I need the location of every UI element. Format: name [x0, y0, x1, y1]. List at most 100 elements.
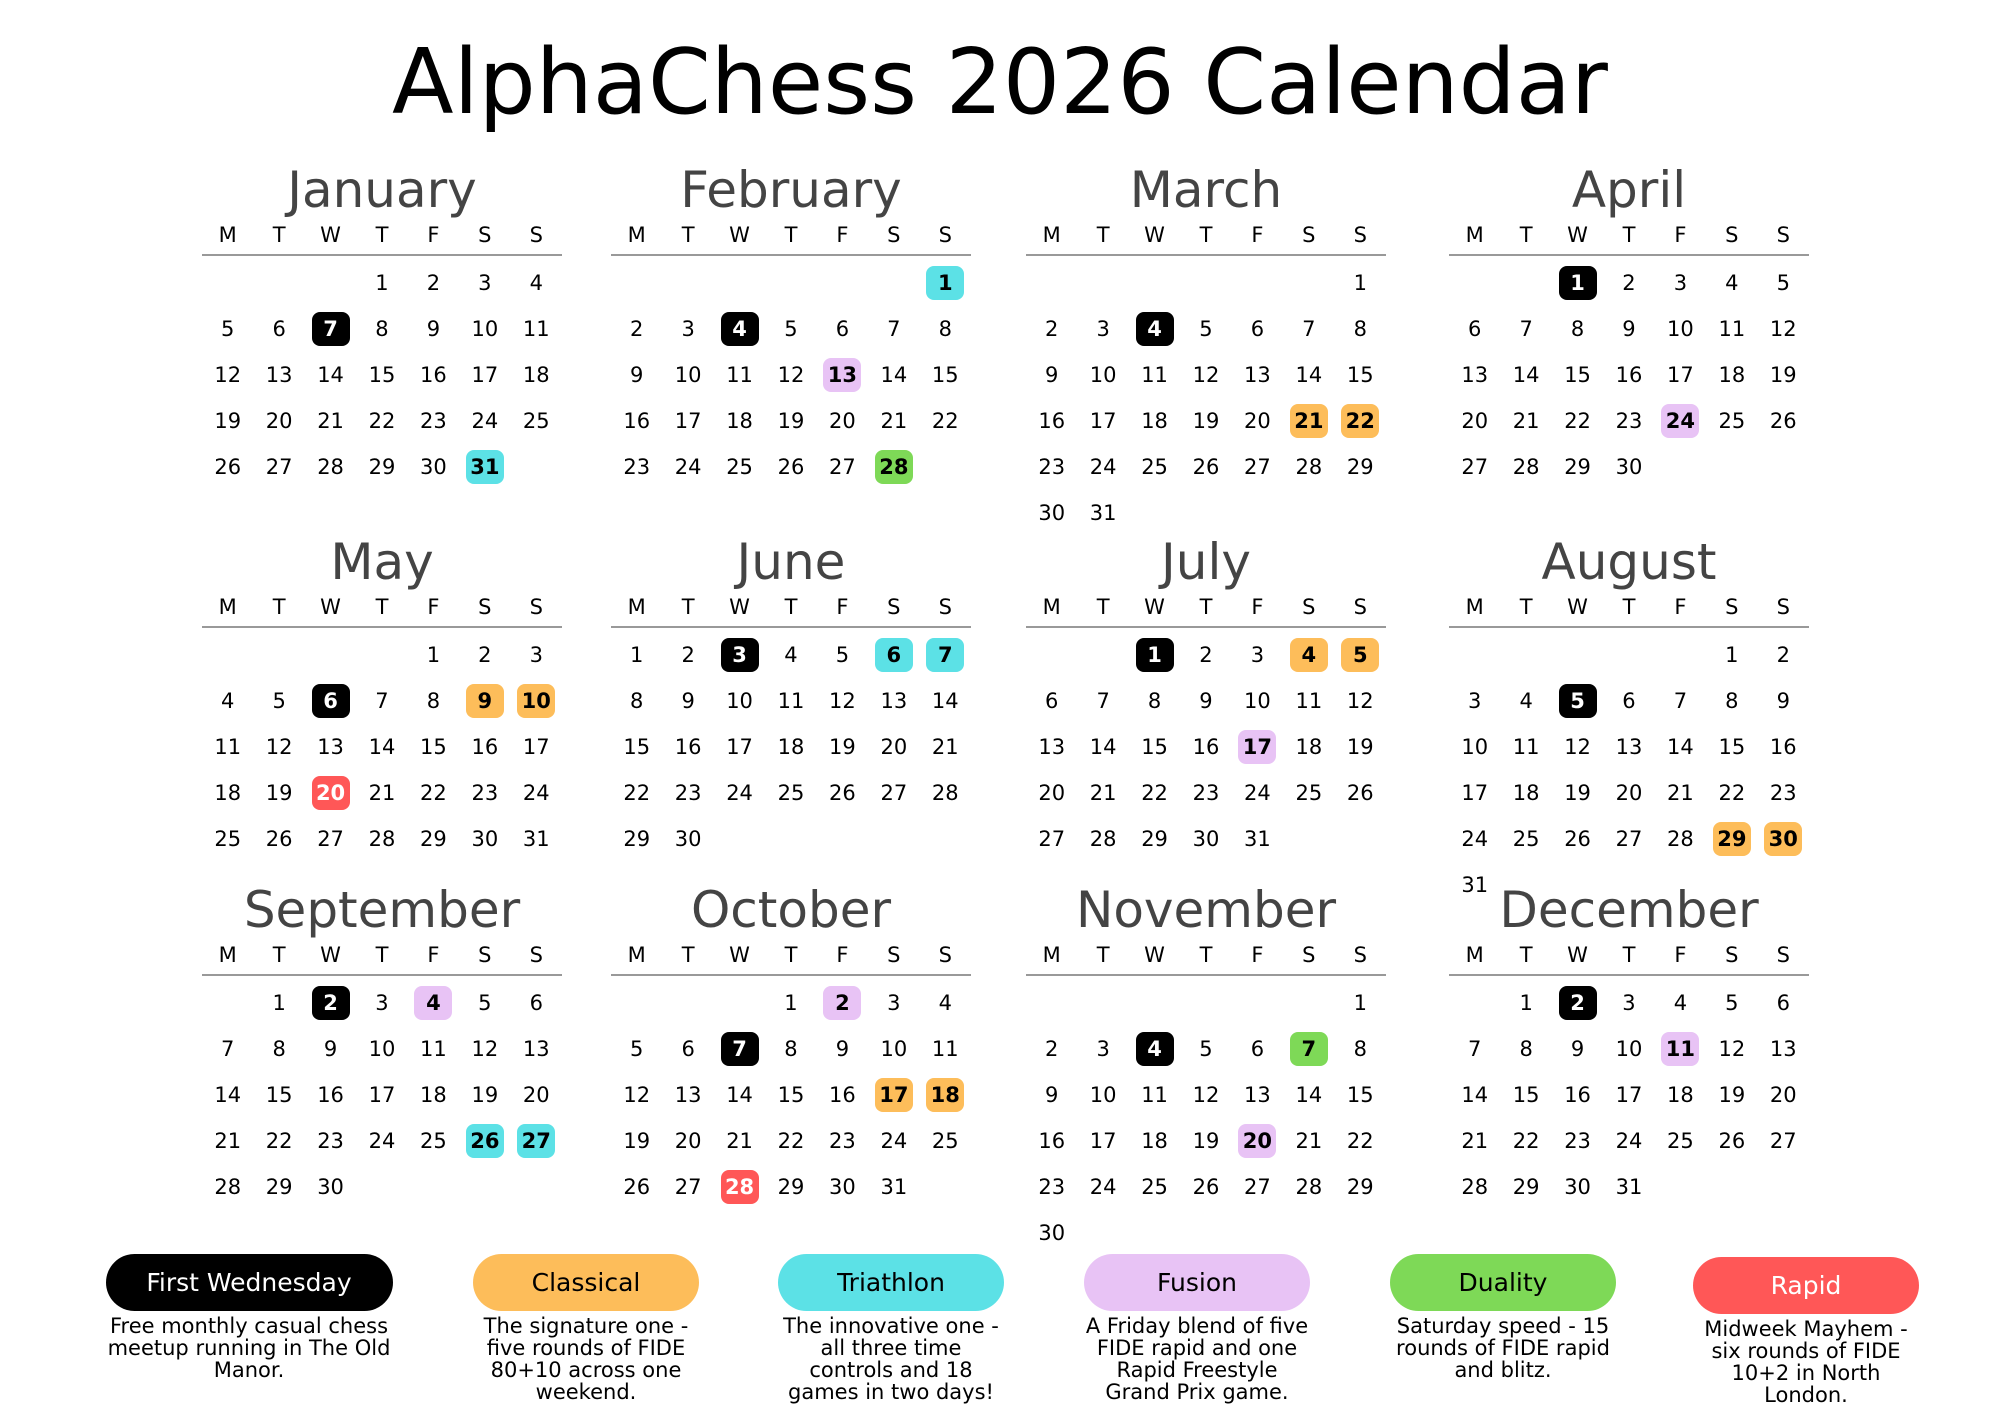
day[interactable]: 8: [1519, 1037, 1533, 1061]
day[interactable]: 12: [829, 689, 856, 713]
day[interactable]: 6: [529, 991, 543, 1015]
day[interactable]: 5: [221, 317, 235, 341]
day[interactable]: 31: [1244, 827, 1271, 851]
day[interactable]: 28: [1667, 827, 1694, 851]
day[interactable]: 27: [1244, 1175, 1271, 1199]
day[interactable]: 26: [777, 455, 805, 479]
day[interactable]: 25: [1718, 409, 1746, 433]
day[interactable]: 3: [1096, 317, 1110, 341]
day[interactable]: 18: [1667, 1083, 1694, 1107]
day[interactable]: 8: [1353, 317, 1367, 341]
day[interactable]: 12: [1564, 735, 1591, 759]
day[interactable]: 20: [1769, 1083, 1797, 1107]
day[interactable]: 4: [938, 991, 952, 1015]
day-triathlon[interactable]: 31: [459, 444, 510, 490]
day[interactable]: 23: [674, 781, 702, 805]
day[interactable]: 22: [1512, 1129, 1540, 1153]
day-fusion[interactable]: 2: [817, 980, 868, 1026]
day-classical[interactable]: 29: [1706, 816, 1757, 862]
day[interactable]: 23: [1038, 1175, 1066, 1199]
day[interactable]: 13: [522, 1037, 550, 1061]
day-fusion[interactable]: 24: [1655, 398, 1706, 444]
day[interactable]: 7: [1302, 317, 1316, 341]
day[interactable]: 10: [1615, 1037, 1643, 1061]
day[interactable]: 17: [368, 1083, 396, 1107]
day[interactable]: 10: [880, 1037, 908, 1061]
day[interactable]: 5: [272, 689, 286, 713]
day[interactable]: 2: [681, 643, 695, 667]
day[interactable]: 6: [1622, 689, 1636, 713]
day[interactable]: 12: [214, 363, 242, 387]
day[interactable]: 6: [1250, 317, 1265, 341]
day[interactable]: 12: [471, 1037, 499, 1061]
day[interactable]: 20: [829, 409, 856, 433]
day[interactable]: 5: [835, 643, 850, 667]
day[interactable]: 20: [674, 1129, 702, 1153]
day[interactable]: 17: [726, 735, 753, 759]
day[interactable]: 23: [829, 1129, 856, 1153]
day[interactable]: 7: [1519, 317, 1533, 341]
day[interactable]: 19: [265, 781, 293, 805]
day[interactable]: 13: [1244, 1083, 1271, 1107]
day[interactable]: 27: [317, 827, 344, 851]
day[interactable]: 25: [931, 1129, 959, 1153]
day-first-wednesday[interactable]: 3: [714, 632, 765, 678]
day[interactable]: 8: [1570, 317, 1585, 341]
day[interactable]: 4: [1673, 991, 1688, 1015]
day[interactable]: 27: [1038, 827, 1066, 851]
day[interactable]: 28: [214, 1175, 242, 1199]
day[interactable]: 14: [1512, 363, 1540, 387]
day[interactable]: 26: [1192, 455, 1220, 479]
day[interactable]: 9: [1199, 689, 1213, 713]
day[interactable]: 3: [1250, 643, 1265, 667]
day[interactable]: 24: [1615, 1129, 1643, 1153]
day[interactable]: 13: [1769, 1037, 1797, 1061]
day[interactable]: 29: [265, 1175, 293, 1199]
day[interactable]: 15: [1346, 363, 1374, 387]
day[interactable]: 27: [1615, 827, 1643, 851]
day[interactable]: 1: [1519, 991, 1533, 1015]
day[interactable]: 26: [1769, 409, 1797, 433]
day[interactable]: 29: [420, 827, 447, 851]
day[interactable]: 20: [522, 1083, 550, 1107]
day[interactable]: 14: [931, 689, 959, 713]
day[interactable]: 12: [777, 363, 805, 387]
day[interactable]: 28: [1512, 455, 1540, 479]
day[interactable]: 22: [777, 1129, 805, 1153]
day[interactable]: 18: [1141, 409, 1168, 433]
day[interactable]: 8: [630, 689, 644, 713]
day-triathlon[interactable]: 27: [511, 1118, 562, 1164]
day-first-wednesday[interactable]: 7: [305, 306, 356, 352]
day[interactable]: 26: [1718, 1129, 1746, 1153]
day-triathlon[interactable]: 1: [920, 260, 971, 306]
day[interactable]: 24: [368, 1129, 396, 1153]
day[interactable]: 22: [420, 781, 447, 805]
day[interactable]: 6: [272, 317, 286, 341]
day[interactable]: 22: [623, 781, 651, 805]
day[interactable]: 31: [1615, 1175, 1643, 1199]
day[interactable]: 22: [368, 409, 396, 433]
day[interactable]: 7: [1468, 1037, 1482, 1061]
day[interactable]: 11: [777, 689, 805, 713]
day[interactable]: 29: [368, 455, 396, 479]
day[interactable]: 12: [1192, 1083, 1220, 1107]
day[interactable]: 3: [529, 643, 543, 667]
day[interactable]: 1: [272, 991, 286, 1015]
day-classical[interactable]: 5: [1335, 632, 1386, 678]
day[interactable]: 15: [420, 735, 447, 759]
day[interactable]: 13: [880, 689, 908, 713]
day[interactable]: 27: [1769, 1129, 1797, 1153]
day[interactable]: 10: [1667, 317, 1694, 341]
day[interactable]: 7: [375, 689, 389, 713]
day[interactable]: 22: [1718, 781, 1746, 805]
day[interactable]: 12: [1718, 1037, 1746, 1061]
day[interactable]: 5: [478, 991, 492, 1015]
day[interactable]: 6: [681, 1037, 695, 1061]
day[interactable]: 25: [420, 1129, 447, 1153]
day[interactable]: 22: [1346, 1129, 1374, 1153]
day[interactable]: 26: [1192, 1175, 1220, 1199]
day[interactable]: 5: [1199, 317, 1213, 341]
day[interactable]: 5: [784, 317, 798, 341]
day[interactable]: 27: [880, 781, 908, 805]
day[interactable]: 25: [726, 455, 753, 479]
